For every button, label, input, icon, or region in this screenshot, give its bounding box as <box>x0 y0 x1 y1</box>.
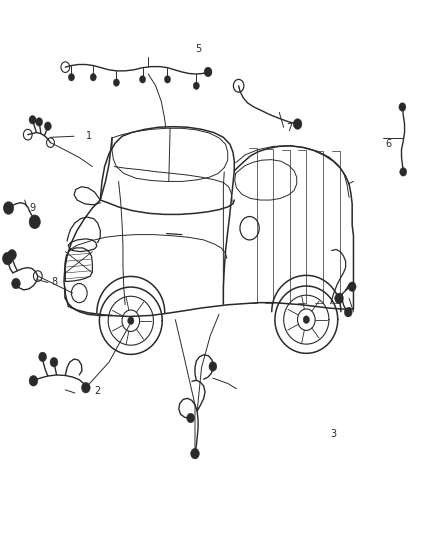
Circle shape <box>35 118 42 126</box>
Circle shape <box>293 119 302 130</box>
Circle shape <box>400 167 407 176</box>
Circle shape <box>344 308 352 317</box>
Text: 6: 6 <box>385 139 391 149</box>
Circle shape <box>3 252 13 265</box>
Circle shape <box>399 103 406 111</box>
Circle shape <box>113 79 120 86</box>
Text: 3: 3 <box>330 429 336 439</box>
Circle shape <box>209 362 217 371</box>
Circle shape <box>187 413 194 423</box>
Text: 1: 1 <box>86 131 92 141</box>
Circle shape <box>12 278 20 289</box>
Text: 5: 5 <box>195 44 201 53</box>
Circle shape <box>164 76 170 83</box>
Circle shape <box>29 116 36 124</box>
Circle shape <box>90 74 96 81</box>
Circle shape <box>335 293 343 304</box>
Circle shape <box>8 249 16 260</box>
Circle shape <box>29 375 38 386</box>
Circle shape <box>348 282 356 292</box>
Circle shape <box>191 448 199 459</box>
Text: 7: 7 <box>287 123 293 133</box>
Circle shape <box>4 201 14 214</box>
Text: 9: 9 <box>29 203 35 213</box>
Circle shape <box>303 316 310 324</box>
Circle shape <box>204 67 212 77</box>
Text: 2: 2 <box>95 386 101 397</box>
Circle shape <box>68 74 74 81</box>
Circle shape <box>127 317 134 325</box>
Circle shape <box>140 76 146 83</box>
Circle shape <box>44 122 51 131</box>
Circle shape <box>193 82 199 90</box>
Circle shape <box>29 215 40 229</box>
Circle shape <box>50 358 58 367</box>
Circle shape <box>39 352 46 362</box>
Text: 8: 8 <box>51 278 57 287</box>
Text: 4: 4 <box>346 306 352 317</box>
Circle shape <box>81 382 90 393</box>
